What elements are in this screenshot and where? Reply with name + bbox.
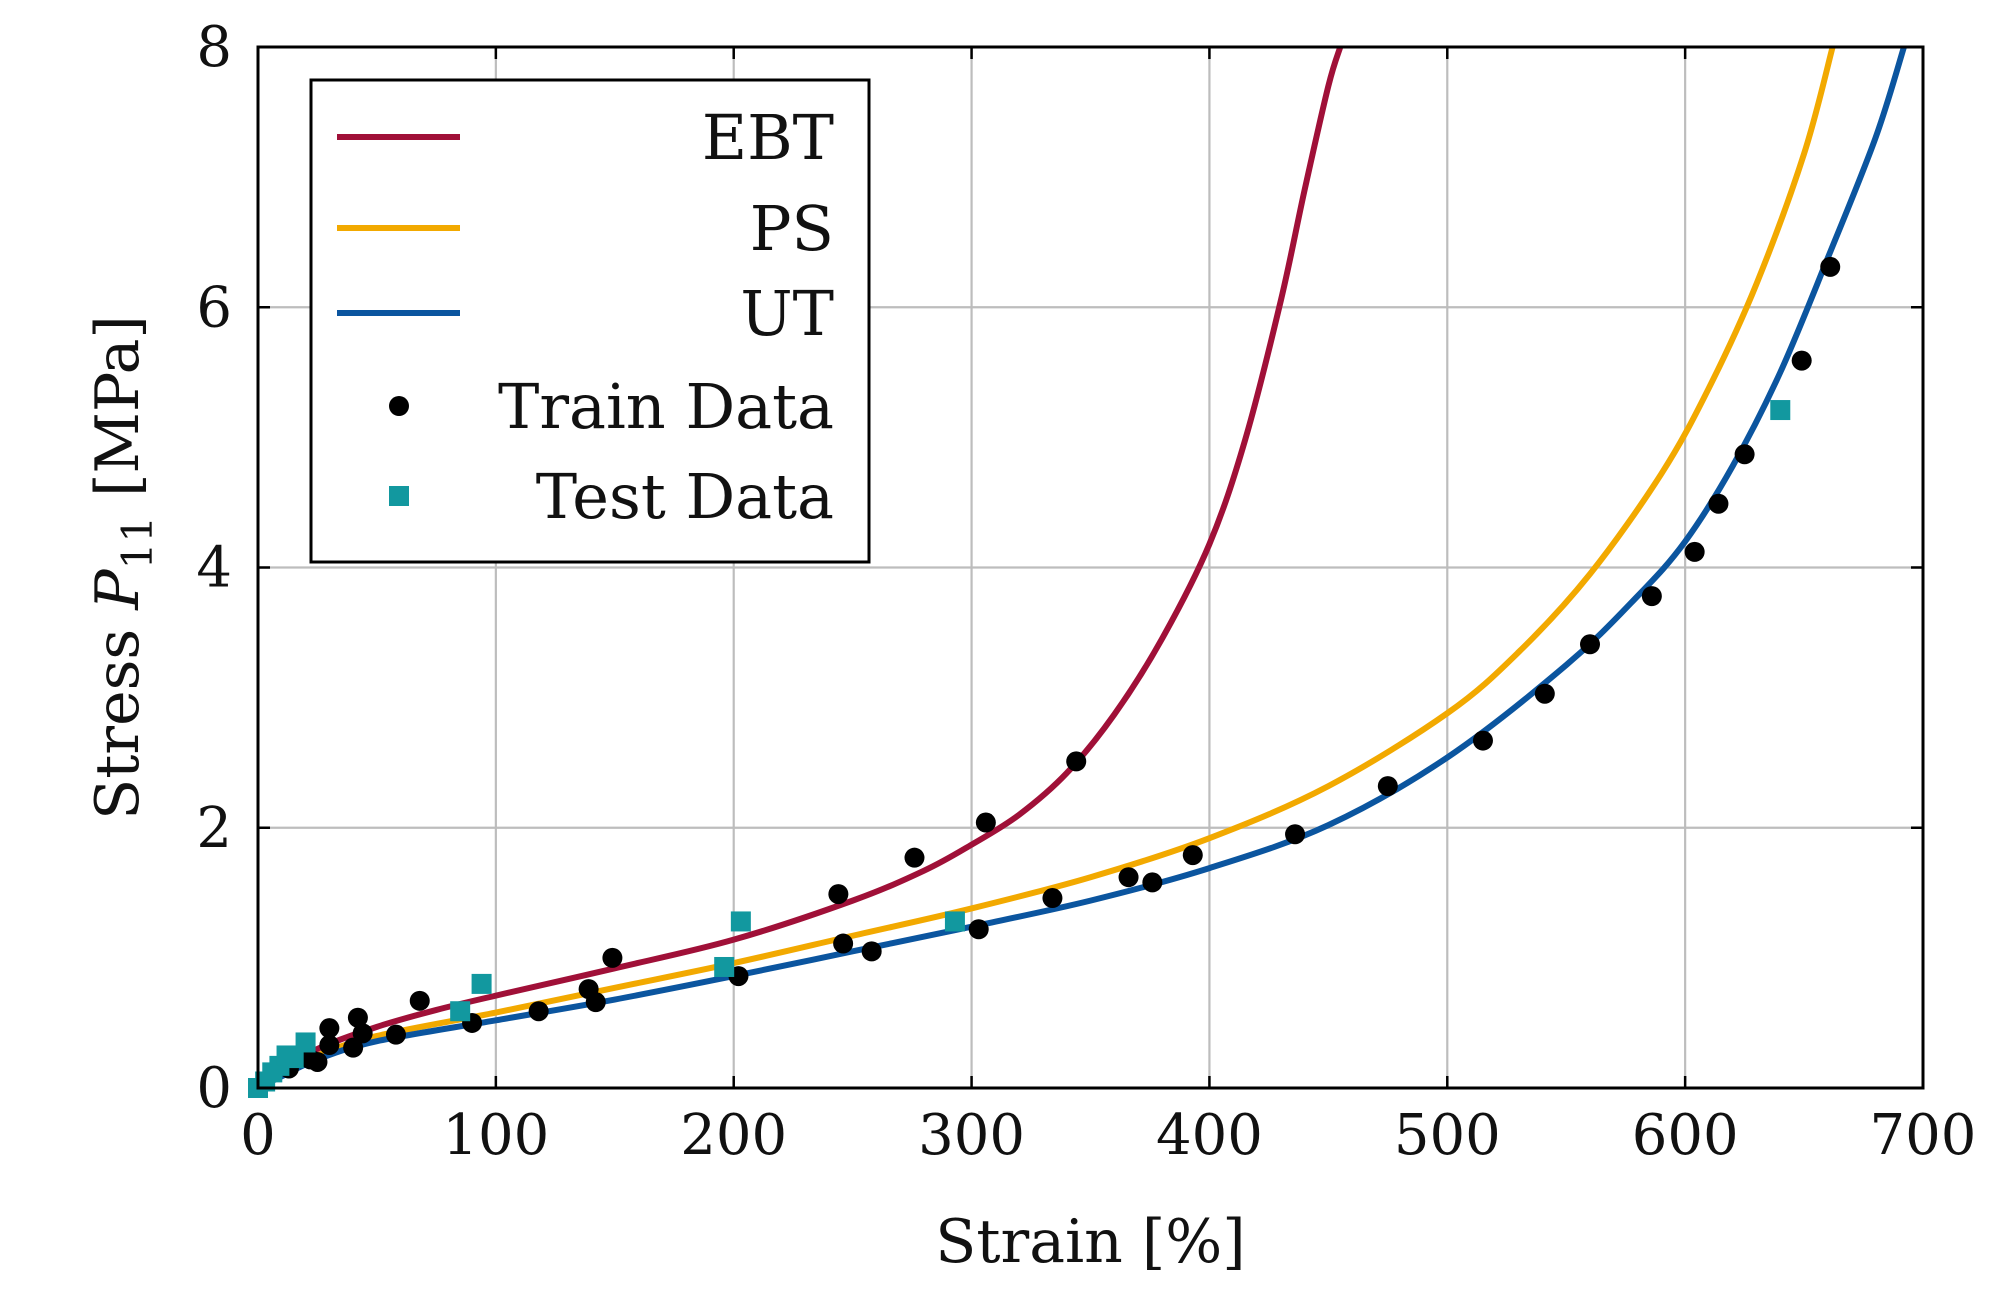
train-data-point xyxy=(904,847,925,868)
x-tick-label: 200 xyxy=(680,1103,787,1168)
train-data-point xyxy=(1534,683,1555,704)
train-data-point xyxy=(1066,751,1087,772)
train-data-point xyxy=(319,1018,340,1039)
legend: EBT PS UT Train Data Test Data xyxy=(309,78,871,564)
legend-box xyxy=(309,78,871,564)
test-data-point xyxy=(730,911,751,932)
x-tick-label: 500 xyxy=(1394,1103,1501,1168)
train-data-point xyxy=(1377,776,1398,797)
axis-ticks: 0 100 200 300 400 500 600 700 0 2 4 6 8 xyxy=(196,15,1976,1168)
test-data-point xyxy=(944,911,965,932)
train-data-point xyxy=(1641,586,1662,607)
train-data-point xyxy=(1580,634,1600,655)
train-data-point xyxy=(307,1051,328,1072)
train-data-point xyxy=(1142,872,1163,893)
train-data-point xyxy=(528,1001,549,1022)
train-data-point xyxy=(385,1024,406,1045)
legend-train-data-marker xyxy=(389,396,409,416)
x-tick-label: 600 xyxy=(1632,1103,1739,1168)
x-tick-label: 100 xyxy=(442,1103,549,1168)
y-tick-label: 0 xyxy=(196,1056,232,1121)
train-data-point xyxy=(1791,350,1812,371)
legend-ps-label: PS xyxy=(750,192,834,265)
train-data-point xyxy=(352,1023,373,1044)
test-data-point xyxy=(450,1001,471,1022)
plot-series xyxy=(248,46,1907,1098)
y-tick-label: 8 xyxy=(196,15,232,80)
y-tick-label: 6 xyxy=(196,275,232,340)
train-data-point xyxy=(343,1037,364,1058)
train-data-point xyxy=(1182,845,1203,866)
test-data-point xyxy=(714,956,735,977)
y-axis-label-symbol: P xyxy=(83,568,153,611)
test-data-point xyxy=(1770,400,1791,421)
x-tick-label: 0 xyxy=(240,1103,276,1168)
test-data-point xyxy=(295,1032,316,1053)
test-data-point xyxy=(471,973,492,994)
train-data-point xyxy=(585,992,606,1013)
train-data-point xyxy=(1684,541,1705,562)
train-data-point xyxy=(1820,256,1841,277)
train-data-point xyxy=(1734,444,1755,465)
train-data-point xyxy=(319,1035,340,1056)
train-data-point xyxy=(1472,730,1493,751)
y-tick-label: 4 xyxy=(196,536,232,601)
ebt-line xyxy=(256,46,1344,1091)
x-tick-label: 700 xyxy=(1870,1103,1977,1168)
train-data-point xyxy=(828,884,849,905)
train-data-point xyxy=(1042,888,1063,909)
legend-train-data-label: Train Data xyxy=(498,370,834,443)
test-data-point xyxy=(283,1048,304,1069)
y-axis-label-prefix: Stress xyxy=(83,610,153,820)
train-data-point xyxy=(347,1007,368,1028)
x-axis-label: Strain [%] xyxy=(935,1207,1245,1277)
x-tick-label: 300 xyxy=(918,1103,1025,1168)
train-data-point xyxy=(861,941,882,962)
y-axis-label-subscript: 11 xyxy=(113,516,162,569)
train-data-point xyxy=(833,933,854,954)
legend-test-data-marker xyxy=(389,486,409,506)
legend-ebt-label: EBT xyxy=(702,101,834,174)
x-tick-label: 400 xyxy=(1156,1103,1263,1168)
train-data-point xyxy=(968,919,989,940)
train-data-point xyxy=(975,812,996,833)
y-axis-label: Stress P11 [MPa] xyxy=(83,315,162,820)
train-data-point xyxy=(602,947,623,968)
train-data-point xyxy=(1118,867,1139,888)
y-tick-label: 2 xyxy=(196,796,232,861)
train-data-point xyxy=(1285,824,1306,845)
legend-test-data-label: Test Data xyxy=(536,460,834,533)
train-data-point xyxy=(409,990,430,1011)
legend-ut-label: UT xyxy=(740,277,834,350)
train-data-point xyxy=(1708,493,1729,514)
y-axis-label-unit: [MPa] xyxy=(83,315,153,516)
ut-line xyxy=(256,46,1907,1091)
